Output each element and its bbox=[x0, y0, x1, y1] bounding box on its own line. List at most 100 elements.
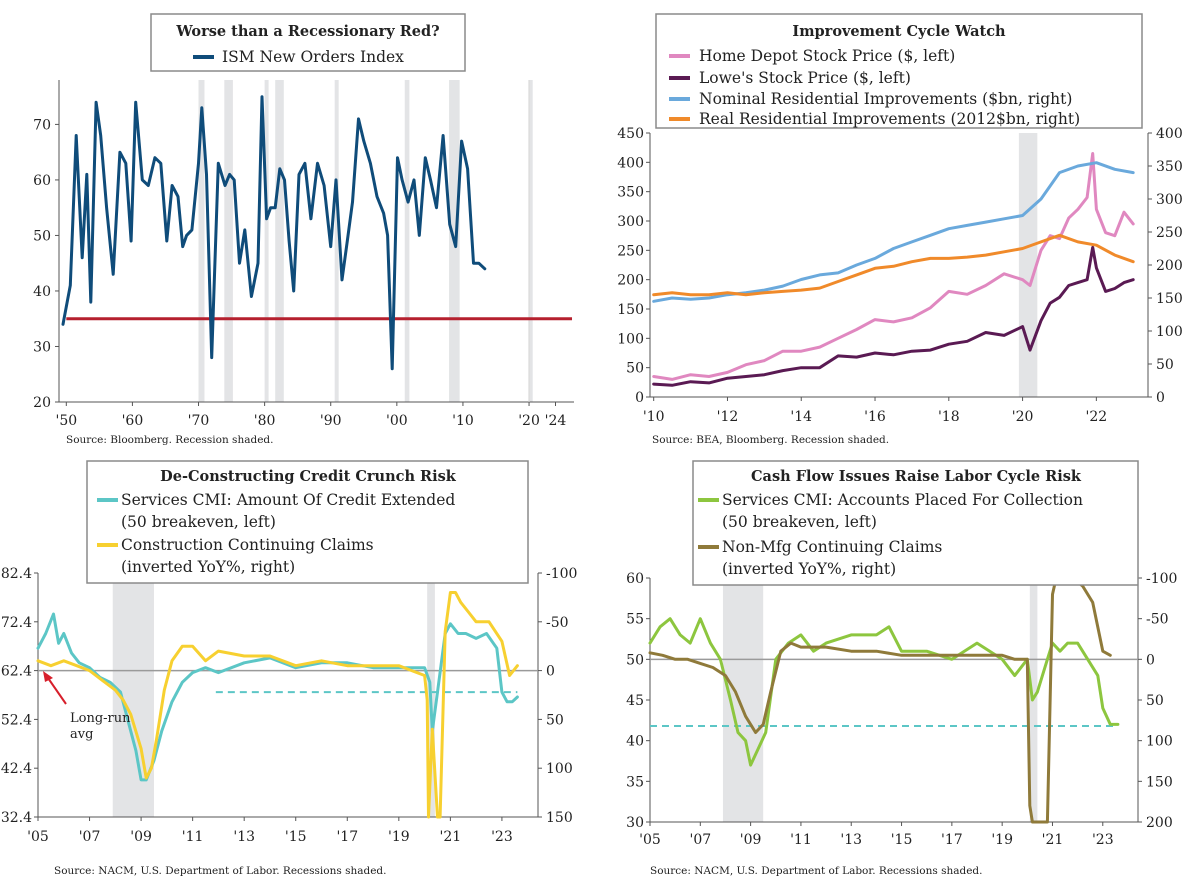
series-line-1 bbox=[36, 591, 519, 819]
y-left-tick-label-6: 60 bbox=[626, 571, 644, 587]
chart-2-legend: Improvement Cycle Watch Home Depot Stock… bbox=[655, 13, 1143, 129]
recession-band-0 bbox=[198, 80, 205, 402]
y-left-tick-label-8: 400 bbox=[617, 155, 644, 171]
chart-2-legend-real: Real Residential Improvements (2012$bn, … bbox=[699, 110, 1080, 128]
chart-2-source: Source: BEA, Bloomberg. Recession shaded… bbox=[652, 434, 889, 446]
chart-4-title: Cash Flow Issues Raise Labor Cycle Risk bbox=[751, 468, 1082, 485]
series-line-0 bbox=[652, 152, 1135, 381]
y-right-tick-label-0: 200 bbox=[1146, 815, 1173, 831]
y-right-tick-label-6: 300 bbox=[1156, 192, 1183, 208]
x-tick-label-1: '07 bbox=[689, 832, 711, 848]
recession-band-0 bbox=[1018, 133, 1038, 397]
y-tick-label-4: 60 bbox=[33, 173, 51, 189]
y-tick-label-0: 20 bbox=[33, 395, 51, 411]
x-tick-label-8: '21 bbox=[1042, 832, 1064, 848]
x-tick-label-6: '17 bbox=[336, 829, 358, 845]
y-right-tick-label-3: 50 bbox=[1146, 693, 1164, 709]
x-tick-label-3: '11 bbox=[790, 832, 812, 848]
series-line-0 bbox=[648, 617, 1120, 767]
x-tick-label-2: '09 bbox=[740, 832, 762, 848]
chart-3-svg: 32.4 42.4 52.4 62.4 72.4 82.4 150 100 50 0 -50 -100… bbox=[1, 460, 577, 877]
series-line-1 bbox=[648, 570, 1112, 824]
x-tick-label-2: '70 bbox=[188, 413, 210, 429]
recession-band-7 bbox=[529, 80, 533, 402]
y-right-tick-label-1: 50 bbox=[1156, 357, 1174, 373]
y-right-tick-label-3: 0 bbox=[546, 664, 555, 680]
chart-improvement-cycle: 0 50 100 150 200 250 300 350 400 450 0 50 100 150 200 2… bbox=[600, 0, 1200, 448]
chart-3-annotation-line-1: Long-run bbox=[70, 711, 131, 726]
x-tick-label-0: '10 bbox=[643, 409, 665, 425]
recession-band-2 bbox=[264, 80, 269, 402]
y-left-tick-label-0: 0 bbox=[635, 390, 644, 406]
chart-credit-crunch: 32.4 42.4 52.4 62.4 72.4 82.4 150 100 50 0 -50 -100… bbox=[0, 448, 600, 879]
x-tick-label-9: '23 bbox=[491, 829, 513, 845]
y-right-tick-label-5: -100 bbox=[546, 566, 577, 582]
chart-3-legend-claims-1: Construction Continuing Claims bbox=[121, 536, 374, 554]
x-tick-label-1: '60 bbox=[122, 413, 144, 429]
y-left-tick-label-4: 200 bbox=[617, 273, 644, 289]
chart-3-title: De-Constructing Credit Crunch Risk bbox=[160, 468, 457, 485]
chart-4-source: Source: NACM, U.S. Department of Labor. … bbox=[650, 865, 982, 877]
chart-2-legend-home-depot: Home Depot Stock Price ($, left) bbox=[699, 47, 955, 65]
x-tick-label-7: '19 bbox=[388, 829, 410, 845]
recession-band-4 bbox=[334, 80, 339, 402]
x-tick-label-8: '24 bbox=[545, 413, 567, 429]
chart-2-svg: 0 50 100 150 200 250 300 350 400 450 0 50 100 150 200 2… bbox=[617, 13, 1183, 446]
chart-3-legend-credit-2: (50 breakeven, left) bbox=[121, 513, 276, 531]
chart-4-legend-claims-1: Non-Mfg Continuing Claims bbox=[722, 538, 942, 556]
x-tick-label-0: '50 bbox=[55, 413, 77, 429]
y-left-tick-label-5: 55 bbox=[626, 612, 644, 628]
y-right-tick-label-4: 0 bbox=[1146, 652, 1155, 668]
chart-1-legend-ism: ISM New Orders Index bbox=[222, 48, 404, 66]
x-tick-label-6: '17 bbox=[941, 832, 963, 848]
chart-3-annotation: Long-run avg bbox=[43, 671, 131, 742]
x-tick-label-1: '12 bbox=[717, 409, 739, 425]
y-left-tick-label-7: 350 bbox=[617, 185, 644, 201]
y-right-tick-label-3: 150 bbox=[1156, 291, 1183, 307]
y-left-tick-label-3: 45 bbox=[626, 693, 644, 709]
y-tick-label-1: 30 bbox=[33, 339, 51, 355]
x-tick-label-5: '20 bbox=[1012, 409, 1034, 425]
x-tick-label-6: '22 bbox=[1086, 409, 1108, 425]
y-right-tick-label-2: 100 bbox=[1146, 734, 1173, 750]
chart-3-legend-claims-2: (inverted YoY%, right) bbox=[121, 558, 295, 576]
y-left-tick-label-4: 72.4 bbox=[1, 615, 32, 631]
y-tick-label-5: 70 bbox=[33, 117, 51, 133]
y-left-tick-label-0: 30 bbox=[626, 815, 644, 831]
y-right-tick-label-5: 250 bbox=[1156, 225, 1183, 241]
chart-1-svg: 203040506070'50'60'70'80'90'00'10'20'24 … bbox=[33, 13, 574, 446]
x-tick-label-3: '80 bbox=[254, 413, 276, 429]
y-left-tick-label-1: 35 bbox=[626, 774, 644, 790]
y-left-tick-label-0: 32.4 bbox=[1, 810, 32, 826]
y-right-tick-label-2: 50 bbox=[546, 712, 564, 728]
y-left-tick-label-4: 50 bbox=[626, 652, 644, 668]
series-line-0 bbox=[61, 95, 487, 371]
y-right-tick-label-2: 100 bbox=[1156, 324, 1183, 340]
series-line-1 bbox=[652, 245, 1135, 387]
y-left-tick-label-1: 42.4 bbox=[1, 761, 32, 777]
y-right-tick-label-1: 150 bbox=[1146, 774, 1173, 790]
x-tick-label-9: '23 bbox=[1092, 832, 1114, 848]
y-right-tick-label-4: -50 bbox=[546, 615, 569, 631]
recession-band-1 bbox=[224, 80, 233, 402]
chart-4-legend-accounts-1: Services CMI: Accounts Placed For Collec… bbox=[722, 491, 1083, 509]
y-left-tick-label-9: 450 bbox=[617, 126, 644, 142]
x-tick-label-1: '07 bbox=[79, 829, 101, 845]
y-right-tick-label-6: -100 bbox=[1146, 571, 1177, 587]
series-line-3 bbox=[652, 233, 1135, 297]
x-tick-label-7: '20 bbox=[518, 413, 540, 429]
chart-3-source: Source: NACM, U.S. Department of Labor. … bbox=[54, 865, 386, 877]
chart-3-legend: De-Constructing Credit Crunch Risk Servi… bbox=[86, 460, 529, 584]
x-tick-label-3: '16 bbox=[864, 409, 886, 425]
y-left-tick-label-2: 40 bbox=[626, 734, 644, 750]
x-tick-label-7: '19 bbox=[991, 832, 1013, 848]
chart-ism-new-orders: 20 30 40 50 60 70'50'60'70'80'90'00'10'20'24 … bbox=[0, 0, 600, 448]
chart-1-title: Worse than a Recessionary Red? bbox=[175, 23, 439, 40]
x-tick-label-6: '10 bbox=[452, 413, 474, 429]
x-tick-label-4: '13 bbox=[233, 829, 255, 845]
x-tick-label-3: '11 bbox=[182, 829, 204, 845]
x-tick-label-2: '09 bbox=[130, 829, 152, 845]
x-tick-label-5: '15 bbox=[891, 832, 913, 848]
x-tick-label-2: '14 bbox=[790, 409, 812, 425]
recession-band-5 bbox=[404, 80, 410, 402]
